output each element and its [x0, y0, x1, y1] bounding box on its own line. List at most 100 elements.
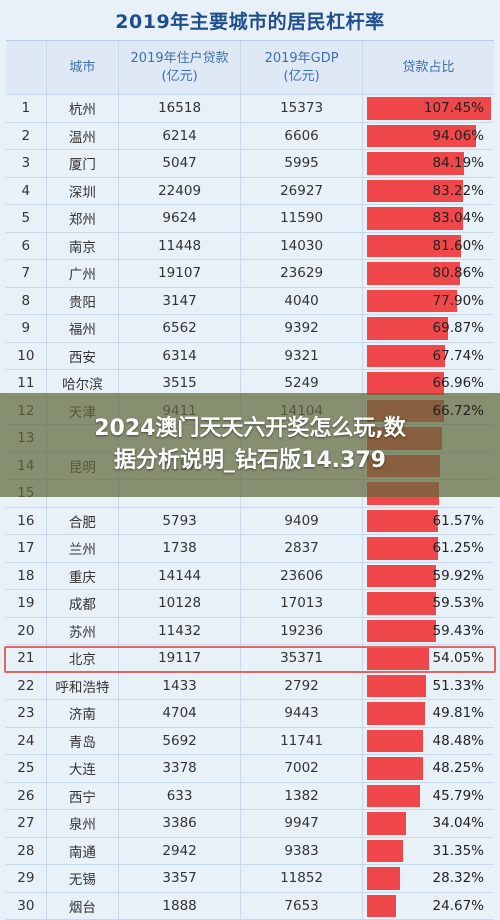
cell-loan: 22409 — [119, 178, 241, 205]
cell-city: 合肥 — [47, 508, 119, 535]
cell-gdp: 2792 — [241, 673, 363, 700]
cell-loan: 11432 — [119, 618, 241, 645]
cell-city: 西安 — [47, 343, 119, 370]
cell-city: 福州 — [47, 315, 119, 342]
ratio-label: 48.48% — [433, 733, 494, 749]
cell-gdp: 15373 — [241, 95, 363, 122]
header-loan-line1: 2019年住户贷款 — [131, 50, 229, 68]
ratio-bar — [367, 785, 420, 808]
cell-rank: 9 — [6, 315, 47, 342]
cell-gdp: 7002 — [241, 755, 363, 782]
ratio-label: 80.86% — [433, 265, 494, 281]
cell-gdp: 2837 — [241, 535, 363, 562]
cell-rank: 26 — [6, 783, 47, 810]
header-ratio: 贷款占比 — [363, 41, 494, 94]
header-loan-line2: (亿元) — [162, 68, 198, 86]
overlay-line-2: 据分析说明_钻石版14.379 — [114, 445, 386, 477]
cell-rank: 18 — [6, 563, 47, 590]
cell-ratio: 81.60% — [363, 233, 494, 260]
cell-gdp: 26927 — [241, 178, 363, 205]
cell-city: 南通 — [47, 838, 119, 865]
cell-gdp: 9409 — [241, 508, 363, 535]
cell-city: 苏州 — [47, 618, 119, 645]
overlay-line-1: 2024澳门天天六开奖怎么玩,数 — [94, 413, 406, 445]
cell-rank: 19 — [6, 590, 47, 617]
cell-loan: 6314 — [119, 343, 241, 370]
cell-ratio: 48.25% — [363, 755, 494, 782]
header-gdp-line2: (亿元) — [284, 68, 320, 86]
cell-rank: 22 — [6, 673, 47, 700]
cell-rank: 6 — [6, 233, 47, 260]
cell-ratio: 94.06% — [363, 123, 494, 150]
cell-loan: 1738 — [119, 535, 241, 562]
cell-rank: 23 — [6, 700, 47, 727]
cell-rank: 8 — [6, 288, 47, 315]
ratio-label: 83.04% — [433, 210, 494, 226]
cell-loan: 2942 — [119, 838, 241, 865]
cell-city: 济南 — [47, 700, 119, 727]
ratio-label: 66.96% — [433, 375, 494, 391]
table-header: 城市 2019年住户贷款 (亿元) 2019年GDP (亿元) 贷款占比 — [6, 41, 494, 95]
cell-ratio: 54.05% — [363, 645, 494, 672]
ratio-bar — [367, 565, 436, 588]
cell-ratio: 61.57% — [363, 508, 494, 535]
cell-loan: 5692 — [119, 728, 241, 755]
cell-rank: 29 — [6, 865, 47, 892]
ratio-label: 69.87% — [433, 320, 494, 336]
cell-city: 泉州 — [47, 810, 119, 837]
ratio-label: 24.67% — [433, 898, 494, 914]
cell-loan: 5047 — [119, 150, 241, 177]
cell-city: 兰州 — [47, 535, 119, 562]
cell-loan: 3357 — [119, 865, 241, 892]
cell-city: 重庆 — [47, 563, 119, 590]
cell-gdp: 6606 — [241, 123, 363, 150]
cell-city: 广州 — [47, 260, 119, 287]
cell-loan: 9624 — [119, 205, 241, 232]
cell-ratio: 59.43% — [363, 618, 494, 645]
cell-rank: 30 — [6, 893, 47, 920]
ratio-label: 61.25% — [433, 540, 494, 556]
cell-loan: 11448 — [119, 233, 241, 260]
cell-rank: 16 — [6, 508, 47, 535]
cell-gdp: 9392 — [241, 315, 363, 342]
cell-rank: 3 — [6, 150, 47, 177]
cell-city: 温州 — [47, 123, 119, 150]
cell-city: 北京 — [47, 645, 119, 672]
cell-ratio: 51.33% — [363, 673, 494, 700]
ratio-label: 34.04% — [433, 815, 494, 831]
header-gdp-line1: 2019年GDP — [265, 50, 339, 68]
cell-ratio: 107.45% — [363, 95, 494, 122]
ratio-label: 107.45% — [424, 100, 494, 116]
cell-gdp: 9947 — [241, 810, 363, 837]
ratio-bar — [367, 675, 426, 698]
cell-city: 青岛 — [47, 728, 119, 755]
ratio-label: 45.79% — [433, 788, 494, 804]
header-loan: 2019年住户贷款 (亿元) — [119, 41, 241, 94]
cell-ratio: 77.90% — [363, 288, 494, 315]
cell-rank: 20 — [6, 618, 47, 645]
ratio-bar — [367, 702, 424, 725]
cell-loan: 6562 — [119, 315, 241, 342]
cell-gdp: 1382 — [241, 783, 363, 810]
cell-ratio: 84.19% — [363, 150, 494, 177]
ratio-label: 48.25% — [433, 760, 494, 776]
ratio-bar — [367, 510, 438, 533]
ratio-label: 51.33% — [433, 678, 494, 694]
ratio-label: 94.06% — [433, 128, 494, 144]
cell-loan: 19117 — [119, 645, 241, 672]
cell-loan: 3147 — [119, 288, 241, 315]
